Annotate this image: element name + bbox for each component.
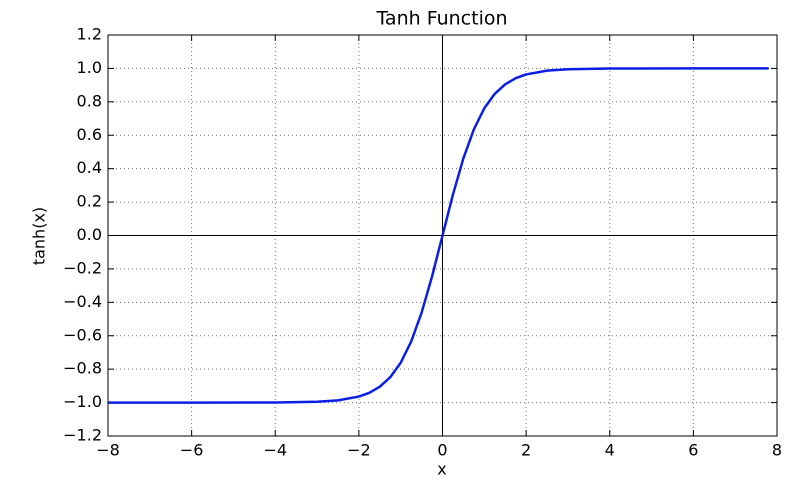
y-tick-label: −0.2 xyxy=(63,258,102,277)
y-tick-label: −1.0 xyxy=(63,392,102,411)
y-tick-label: 1.0 xyxy=(77,58,102,77)
x-tick-label: 0 xyxy=(437,441,447,460)
x-axis-label: x xyxy=(437,460,446,479)
x-tick-label: −8 xyxy=(96,441,120,460)
x-tick-label: 2 xyxy=(521,441,531,460)
y-tick-label: 0.4 xyxy=(77,158,102,177)
chart-title: Tanh Function xyxy=(375,8,507,30)
x-tick-label: −4 xyxy=(263,441,287,460)
x-tick-label: −2 xyxy=(347,441,371,460)
y-tick-label: −0.8 xyxy=(63,359,102,378)
x-tick-label: 6 xyxy=(688,441,698,460)
y-tick-label: 1.2 xyxy=(77,25,102,44)
x-tick-label: 8 xyxy=(772,441,782,460)
y-tick-label: −1.2 xyxy=(63,426,102,445)
x-tick-label: −6 xyxy=(180,441,204,460)
y-tick-label: 0.6 xyxy=(77,125,102,144)
y-tick-label: 0.8 xyxy=(77,91,102,110)
y-tick-label: 0.0 xyxy=(77,225,102,244)
y-tick-label: −0.6 xyxy=(63,325,102,344)
y-tick-label: 0.2 xyxy=(77,192,102,211)
y-tick-label: −0.4 xyxy=(63,292,102,311)
y-axis-label: tanh(x) xyxy=(30,207,49,265)
line-series xyxy=(107,67,769,404)
x-tick-label: 4 xyxy=(605,441,615,460)
plot-frame xyxy=(107,34,778,437)
